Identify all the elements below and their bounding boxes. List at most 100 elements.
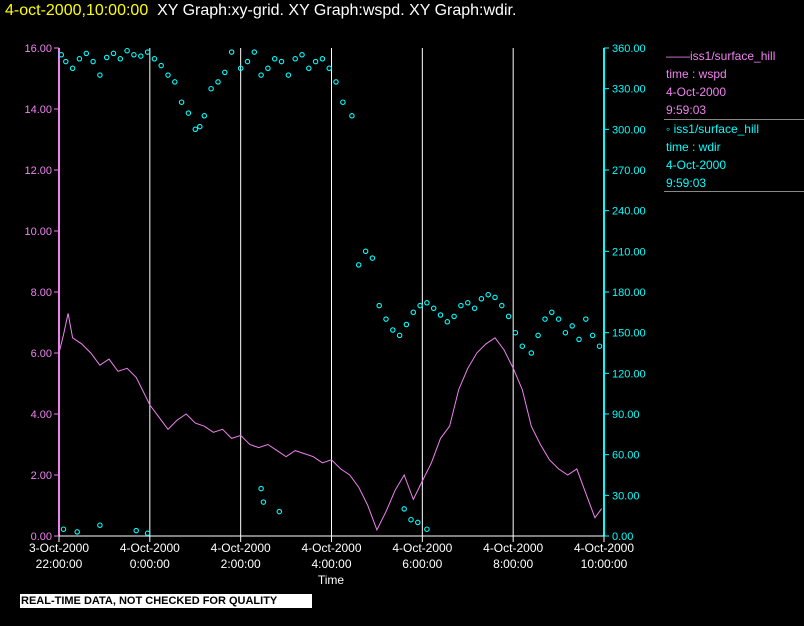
x-tick-label-date: 4-Oct-2000	[211, 541, 271, 555]
y-right-tick-label: 360.00	[612, 43, 646, 55]
wdir-point	[505, 313, 512, 320]
wdir-point	[306, 65, 312, 72]
wdir-point	[97, 72, 103, 78]
wdir-point	[319, 56, 326, 62]
y-left-tick-label: 14.00	[24, 104, 52, 116]
y-left-tick-label: 10.00	[24, 226, 52, 238]
wdir-point	[512, 329, 519, 336]
wdir-point	[485, 291, 491, 298]
y-left-ticks: 0.00 2.00 4.00 6.00 8.00 10.00 12.00 14.00 16.00	[24, 43, 59, 543]
wdir-point	[410, 309, 417, 316]
wdir-point	[562, 329, 569, 336]
quality-banner: REAL-TIME DATA, NOT CHECKED FOR QUALITY	[20, 594, 312, 608]
wdir-point	[333, 79, 339, 85]
wdir-point	[178, 99, 185, 105]
wdir-point	[276, 508, 283, 515]
wdir-point	[144, 530, 151, 537]
legend-divider-bottom	[664, 191, 804, 192]
y-right-tick-label: 300.00	[612, 124, 646, 136]
legend-wdir-date: 4-Oct-2000	[666, 158, 727, 172]
y-right-tick-label: 240.00	[612, 206, 646, 218]
x-axis-label: Time	[318, 573, 345, 587]
wdir-point	[478, 296, 485, 302]
legend-wdir: ◦ iss1/surface_hill time : wdir 4-Oct-20…	[666, 120, 759, 192]
y-left-tick-label: 4.00	[31, 409, 52, 421]
wdir-point	[458, 302, 464, 309]
wdir-point	[76, 56, 83, 62]
wdir-point	[376, 302, 382, 309]
y-right-tick-label: 60.00	[612, 450, 640, 462]
wdir-point	[222, 69, 228, 76]
wdir-point	[403, 321, 410, 328]
x-tick-label-time: 6:00:00	[402, 557, 442, 571]
wdir-point	[589, 332, 596, 339]
y-right-tick-label: 270.00	[612, 165, 646, 177]
wdir-series	[58, 47, 603, 537]
x-tick-label-time: 2:00:00	[221, 557, 261, 571]
y-left-tick-label: 16.00	[24, 43, 52, 55]
y-right-tick-label: 330.00	[612, 84, 646, 96]
wdir-point	[430, 305, 437, 312]
wdir-point	[278, 58, 285, 65]
x-tick-label-time: 22:00:00	[36, 557, 83, 571]
wdir-point	[415, 519, 421, 526]
x-tick-label-date: 4-Oct-2000	[301, 541, 361, 555]
y-right-tick-label: 30.00	[612, 490, 640, 502]
wdir-point	[97, 522, 103, 528]
header-date: 4-oct-2000,10:00:00	[5, 2, 149, 19]
wdir-point	[549, 309, 555, 316]
wdir-point	[299, 52, 305, 58]
legend-wdir-marker: ◦	[666, 122, 671, 136]
wdir-point	[312, 58, 319, 65]
wdir-point	[349, 113, 355, 119]
wdir-point	[576, 336, 582, 343]
legend-wspd: ——iss1/surface_hill time : wspd 4-Oct-20…	[666, 47, 775, 119]
wdir-point	[208, 85, 214, 92]
wdir-point	[117, 56, 124, 62]
wdir-point	[369, 255, 376, 261]
wdir-point	[396, 332, 403, 339]
wdir-point	[583, 316, 589, 322]
wdir-point	[151, 56, 158, 62]
x-tick-label-time: 4:00:00	[311, 557, 351, 571]
wdir-point	[110, 50, 117, 57]
wdir-point	[144, 49, 151, 55]
x-tick-label-time: 8:00:00	[493, 557, 533, 571]
wdir-point	[244, 58, 251, 65]
legend-wspd-time: 9:59:03	[666, 103, 707, 117]
wdir-point	[251, 49, 258, 55]
y-right-tick-label: 210.00	[612, 246, 646, 258]
y-right-ticks: 0.00 30.00 60.00 90.00 120.00 150.00 180.00 210…	[604, 43, 646, 543]
wdir-point	[569, 323, 575, 329]
wdir-point	[555, 316, 562, 322]
legend-wspd-field: time : wspd	[666, 67, 727, 81]
wdir-point	[60, 526, 67, 532]
wdir-point	[124, 47, 130, 54]
legend-wspd-source: iss1/surface_hill	[690, 49, 776, 63]
wdir-point	[408, 516, 414, 523]
wdir-point	[133, 527, 139, 534]
wdir-point	[138, 53, 144, 59]
wdir-point	[542, 316, 548, 322]
y-right-tick-label: 180.00	[612, 287, 646, 299]
wdir-point	[131, 52, 137, 58]
x-tick-label-date: 4-Oct-2000	[120, 541, 180, 555]
legend-wdir-source: iss1/surface_hill	[673, 122, 759, 136]
wdir-point	[292, 56, 298, 62]
wdir-point	[228, 49, 235, 55]
x-ticks: 3-Oct-2000 22:00:00 4-Oct-2000 0:00:00 4-Oct…	[29, 536, 634, 571]
wdir-point	[465, 300, 471, 306]
wdir-point	[528, 350, 535, 356]
header-graph-names: XY Graph:xy-grid. XY Graph:wspd. XY Grap…	[157, 2, 517, 19]
y-right-tick-label: 150.00	[612, 328, 646, 340]
wdir-point	[451, 313, 457, 320]
legend-wspd-marker: ——	[666, 49, 690, 63]
wdir-point	[69, 65, 76, 72]
chart-header: 4-oct-2000,10:00:00 XY Graph:xy-grid. XY…	[5, 2, 516, 20]
x-tick-label-date: 4-Oct-2000	[574, 541, 634, 555]
wdir-point	[492, 294, 498, 301]
wdir-point	[437, 312, 444, 318]
wdir-point	[215, 79, 221, 85]
wdir-point	[90, 58, 96, 65]
x-tick-label-date: 3-Oct-2000	[29, 541, 89, 555]
